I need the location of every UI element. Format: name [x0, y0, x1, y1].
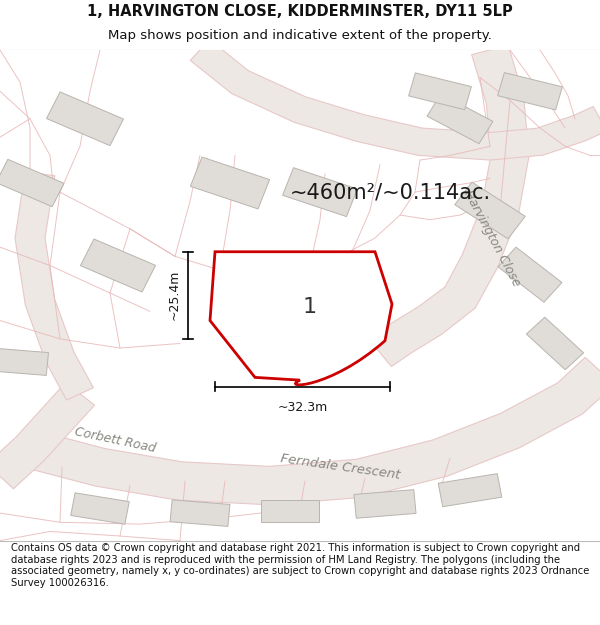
Text: 1, HARVINGTON CLOSE, KIDDERMINSTER, DY11 5LP: 1, HARVINGTON CLOSE, KIDDERMINSTER, DY11…	[87, 4, 513, 19]
Polygon shape	[427, 94, 493, 144]
Polygon shape	[0, 159, 64, 207]
Text: Contains OS data © Crown copyright and database right 2021. This information is : Contains OS data © Crown copyright and d…	[11, 543, 589, 588]
Polygon shape	[71, 493, 129, 524]
Polygon shape	[497, 72, 562, 110]
Polygon shape	[170, 500, 230, 526]
Text: ~32.3m: ~32.3m	[277, 401, 328, 414]
Polygon shape	[368, 46, 529, 367]
Polygon shape	[47, 92, 124, 146]
Polygon shape	[354, 489, 416, 518]
Text: ~460m²/~0.114ac.: ~460m²/~0.114ac.	[290, 182, 491, 202]
Polygon shape	[283, 168, 358, 217]
Polygon shape	[80, 239, 155, 292]
Polygon shape	[15, 172, 94, 400]
Polygon shape	[409, 73, 472, 109]
Text: Harvington Close: Harvington Close	[461, 188, 523, 288]
Text: Ferndale Crescent: Ferndale Crescent	[279, 452, 401, 482]
Polygon shape	[0, 382, 95, 489]
Polygon shape	[438, 474, 502, 507]
Polygon shape	[0, 348, 49, 376]
Polygon shape	[24, 357, 600, 505]
Text: ~25.4m: ~25.4m	[167, 270, 181, 321]
Polygon shape	[498, 247, 562, 302]
Text: Map shows position and indicative extent of the property.: Map shows position and indicative extent…	[108, 29, 492, 41]
Polygon shape	[190, 157, 269, 209]
Polygon shape	[455, 182, 525, 239]
Text: Corbett Road: Corbett Road	[73, 425, 157, 455]
Polygon shape	[190, 39, 600, 160]
Text: 1: 1	[303, 297, 317, 317]
Polygon shape	[261, 500, 319, 522]
PathPatch shape	[210, 252, 392, 385]
Polygon shape	[526, 318, 584, 370]
